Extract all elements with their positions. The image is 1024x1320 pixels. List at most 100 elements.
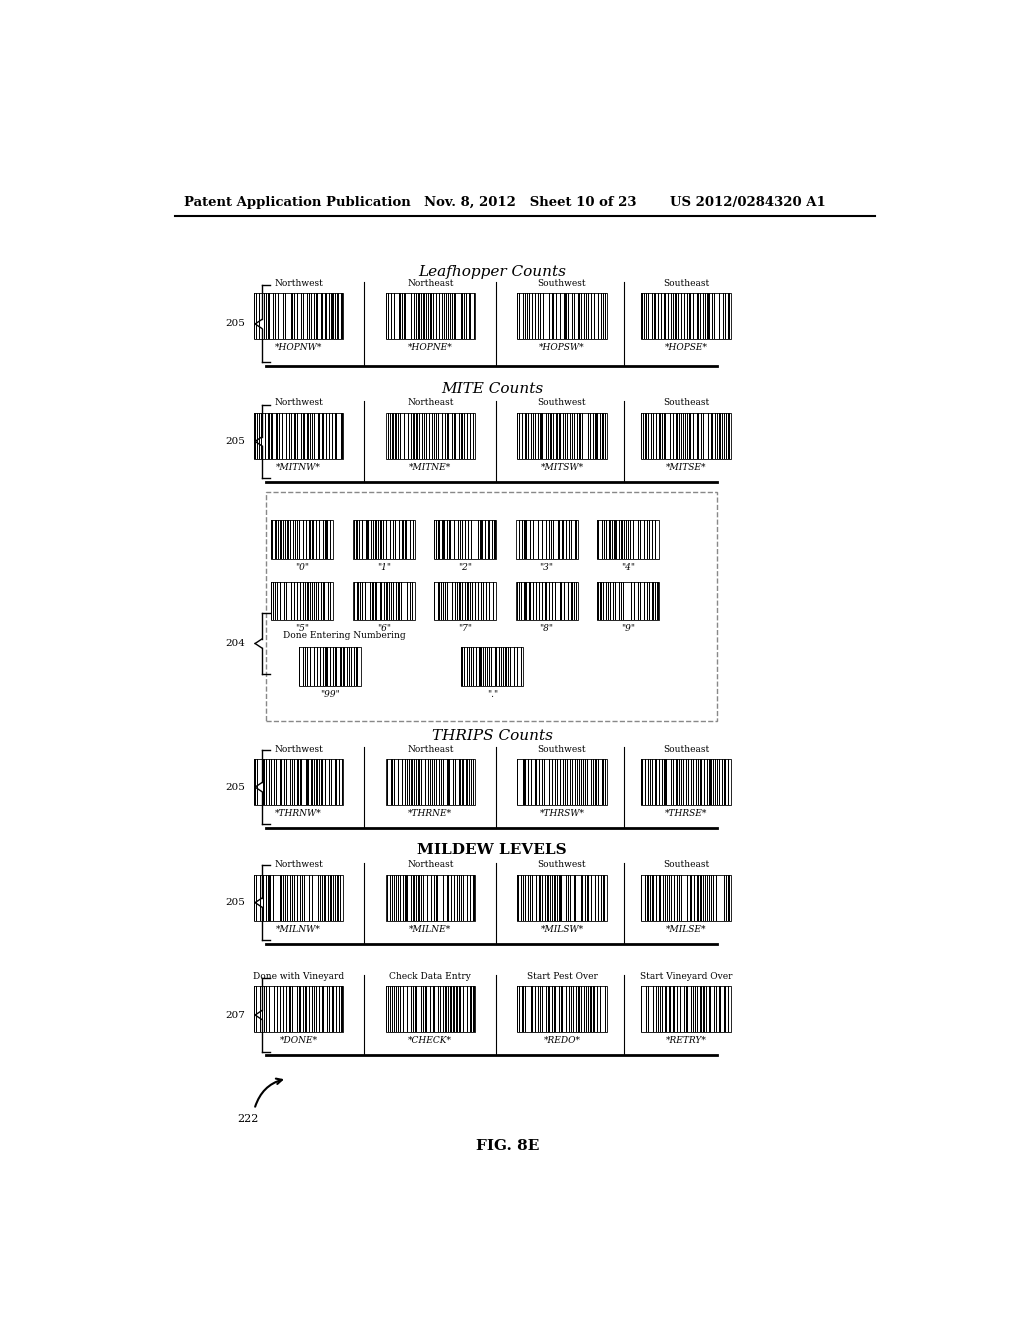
Bar <box>641 293 730 339</box>
Bar <box>644 759 646 805</box>
Bar <box>261 412 262 459</box>
Bar <box>687 293 688 339</box>
Text: *MITNW*: *MITNW* <box>276 462 321 471</box>
Bar <box>365 582 367 620</box>
Bar <box>443 520 444 558</box>
Bar <box>271 582 334 620</box>
Bar <box>418 759 420 805</box>
Bar <box>440 759 442 805</box>
Bar <box>570 759 571 805</box>
Bar <box>676 759 678 805</box>
Bar <box>581 293 583 339</box>
Bar <box>728 875 729 921</box>
Bar <box>325 293 327 339</box>
Text: MILDEW LEVELS: MILDEW LEVELS <box>418 843 567 857</box>
Bar <box>713 759 714 805</box>
Bar <box>333 875 334 921</box>
Bar <box>451 986 452 1032</box>
Text: *MILNE*: *MILNE* <box>410 924 452 933</box>
Bar <box>652 875 653 921</box>
Bar <box>309 520 310 558</box>
Bar <box>686 986 687 1032</box>
Bar <box>529 582 530 620</box>
Bar <box>423 875 424 921</box>
Bar <box>254 875 343 921</box>
Bar <box>689 293 691 339</box>
Bar <box>254 875 255 921</box>
Bar <box>433 986 434 1032</box>
Bar <box>254 759 343 805</box>
Bar <box>549 986 550 1032</box>
Bar <box>569 875 571 921</box>
Text: 205: 205 <box>225 437 245 446</box>
Bar <box>641 875 730 921</box>
Bar <box>669 986 671 1032</box>
Bar <box>571 293 573 339</box>
Bar <box>323 582 325 620</box>
Bar <box>517 875 519 921</box>
Bar <box>476 647 477 686</box>
Bar <box>386 875 475 921</box>
Bar <box>467 582 469 620</box>
Bar <box>586 293 587 339</box>
Bar <box>521 582 522 620</box>
Bar <box>652 582 654 620</box>
Bar <box>641 759 730 805</box>
Bar <box>421 759 422 805</box>
Bar <box>455 759 456 805</box>
Bar <box>322 412 324 459</box>
Bar <box>647 759 649 805</box>
Bar <box>527 759 528 805</box>
Bar <box>257 412 258 459</box>
Bar <box>415 986 417 1032</box>
Bar <box>294 412 296 459</box>
Text: 205: 205 <box>225 783 245 792</box>
Bar <box>531 986 534 1032</box>
Bar <box>480 647 481 686</box>
Bar <box>488 520 489 558</box>
Bar <box>406 520 407 558</box>
Bar <box>567 582 569 620</box>
Bar <box>404 293 406 339</box>
Bar <box>590 986 592 1032</box>
Bar <box>469 293 471 339</box>
Bar <box>285 520 286 558</box>
Text: Northeast: Northeast <box>407 744 454 754</box>
Bar <box>649 582 650 620</box>
Bar <box>548 412 549 459</box>
Bar <box>593 986 595 1032</box>
Text: "9": "9" <box>621 624 635 634</box>
Bar <box>563 412 564 459</box>
Text: *DONE*: *DONE* <box>280 1036 317 1045</box>
Bar <box>716 875 717 921</box>
Text: *MILNW*: *MILNW* <box>276 924 321 933</box>
Bar <box>659 875 660 921</box>
Bar <box>522 986 524 1032</box>
Bar <box>597 582 658 620</box>
Bar <box>281 759 282 805</box>
Bar <box>558 520 560 558</box>
Bar <box>327 986 329 1032</box>
Bar <box>447 986 450 1032</box>
Bar <box>532 412 535 459</box>
Bar <box>542 412 543 459</box>
Bar <box>392 875 393 921</box>
Bar <box>548 875 549 921</box>
Bar <box>272 582 274 620</box>
Text: 204: 204 <box>225 639 245 648</box>
Text: Southeast: Southeast <box>663 861 710 869</box>
Bar <box>297 759 299 805</box>
Text: *MILSW*: *MILSW* <box>541 924 584 933</box>
Bar <box>327 520 328 558</box>
Bar <box>452 293 453 339</box>
Bar <box>412 759 414 805</box>
Bar <box>254 293 255 339</box>
Bar <box>449 759 450 805</box>
Bar <box>702 986 705 1032</box>
Bar <box>614 582 616 620</box>
Bar <box>525 875 526 921</box>
Bar <box>546 582 547 620</box>
Bar <box>598 759 599 805</box>
Text: Northwest: Northwest <box>274 744 323 754</box>
Text: "8": "8" <box>540 624 554 634</box>
